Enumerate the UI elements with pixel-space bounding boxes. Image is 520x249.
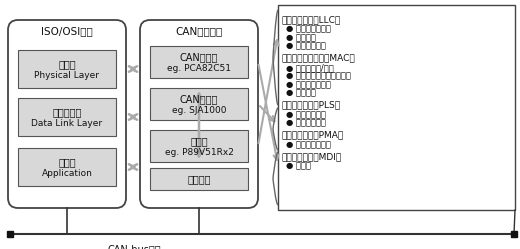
Text: ● 串行转换: ● 串行转换 bbox=[286, 88, 316, 98]
Bar bbox=[150, 168, 248, 190]
Text: ● 驱动器、收发器: ● 驱动器、收发器 bbox=[286, 140, 331, 149]
Text: 应用层: 应用层 bbox=[58, 157, 76, 167]
Text: 物理介质连接（PMA）: 物理介质连接（PMA） bbox=[282, 130, 344, 139]
Text: 数据链路层: 数据链路层 bbox=[53, 107, 82, 117]
Text: ● 帧编码（填充、去填充）: ● 帧编码（填充、去填充） bbox=[286, 71, 351, 80]
Text: Physical Layer: Physical Layer bbox=[34, 70, 99, 79]
Text: ISO/OSI模型: ISO/OSI模型 bbox=[41, 26, 93, 36]
Text: 介质相关接口（MDI）: 介质相关接口（MDI） bbox=[282, 152, 342, 161]
Text: eg. PCA82C51: eg. PCA82C51 bbox=[167, 63, 231, 72]
Text: 物理层: 物理层 bbox=[58, 59, 76, 69]
Text: ● 位编码、解码: ● 位编码、解码 bbox=[286, 110, 326, 119]
Bar bbox=[18, 98, 116, 136]
Text: ● 数据的打包/拆包: ● 数据的打包/拆包 bbox=[286, 63, 334, 72]
Text: CAN控制器: CAN控制器 bbox=[180, 94, 218, 104]
Text: ● 位定时及同步: ● 位定时及同步 bbox=[286, 119, 326, 127]
Text: 逻辑链路子层（LLC）: 逻辑链路子层（LLC） bbox=[282, 15, 341, 24]
Text: ● 接收报文的选择: ● 接收报文的选择 bbox=[286, 24, 331, 34]
Text: 功能电路: 功能电路 bbox=[187, 174, 211, 184]
Bar bbox=[511, 231, 517, 237]
Bar bbox=[150, 46, 248, 78]
Text: ● 错误检测及通知: ● 错误检测及通知 bbox=[286, 80, 331, 89]
FancyBboxPatch shape bbox=[8, 20, 126, 208]
Bar bbox=[18, 148, 116, 186]
Text: CAN-bus网络: CAN-bus网络 bbox=[108, 244, 161, 249]
Bar bbox=[7, 231, 13, 237]
Text: CAN节点电路: CAN节点电路 bbox=[175, 26, 223, 36]
Bar bbox=[18, 50, 116, 88]
Bar bbox=[278, 5, 515, 210]
Text: CAN收发器: CAN收发器 bbox=[180, 52, 218, 62]
Text: 控制器: 控制器 bbox=[190, 136, 208, 146]
Text: ● 连接器: ● 连接器 bbox=[286, 162, 311, 171]
Text: ● 过载通知: ● 过载通知 bbox=[286, 33, 316, 42]
Text: eg. SJA1000: eg. SJA1000 bbox=[172, 106, 226, 115]
Text: eg. P89V51Rx2: eg. P89V51Rx2 bbox=[164, 147, 233, 157]
Text: Application: Application bbox=[42, 169, 93, 178]
FancyBboxPatch shape bbox=[140, 20, 258, 208]
Text: 物理信号子层（PLS）: 物理信号子层（PLS） bbox=[282, 101, 341, 110]
Text: 媒介访问控制子层（MAC）: 媒介访问控制子层（MAC） bbox=[282, 54, 356, 62]
Text: Data Link Layer: Data Link Layer bbox=[31, 119, 102, 127]
Text: ● 错误恢复功能: ● 错误恢复功能 bbox=[286, 42, 326, 51]
Bar bbox=[150, 88, 248, 120]
Bar bbox=[150, 130, 248, 162]
